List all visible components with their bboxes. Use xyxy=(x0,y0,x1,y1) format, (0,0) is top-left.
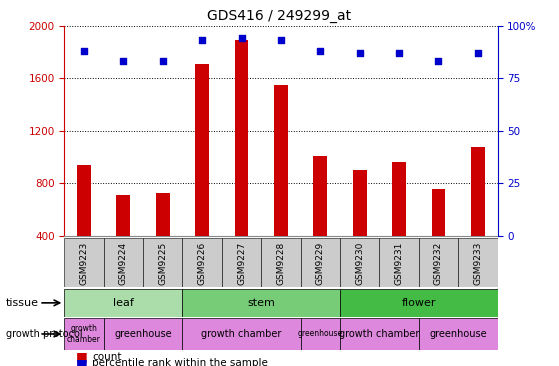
FancyBboxPatch shape xyxy=(103,318,182,350)
Point xyxy=(158,59,167,64)
Text: flower: flower xyxy=(401,298,436,308)
FancyBboxPatch shape xyxy=(182,318,301,350)
Bar xyxy=(274,85,288,236)
FancyBboxPatch shape xyxy=(340,238,380,287)
Text: GSM9232: GSM9232 xyxy=(434,242,443,285)
FancyBboxPatch shape xyxy=(64,318,103,350)
Text: growth
chamber: growth chamber xyxy=(67,324,101,344)
Bar xyxy=(432,189,446,236)
Text: leaf: leaf xyxy=(113,298,134,308)
Point xyxy=(198,37,207,43)
Text: GSM9225: GSM9225 xyxy=(158,242,167,285)
FancyBboxPatch shape xyxy=(261,238,301,287)
Text: GSM9231: GSM9231 xyxy=(395,242,404,285)
Text: percentile rank within the sample: percentile rank within the sample xyxy=(92,358,268,366)
Text: GSM9229: GSM9229 xyxy=(316,242,325,285)
Bar xyxy=(353,170,367,236)
Text: GSM9230: GSM9230 xyxy=(355,242,364,285)
Bar xyxy=(471,147,485,236)
Point xyxy=(395,50,404,56)
Bar xyxy=(116,195,130,236)
Text: GDS416 / 249299_at: GDS416 / 249299_at xyxy=(207,9,352,23)
Text: GSM9227: GSM9227 xyxy=(237,242,246,285)
Text: growth protocol: growth protocol xyxy=(6,329,82,339)
Text: GSM9224: GSM9224 xyxy=(119,242,128,285)
Text: GSM9228: GSM9228 xyxy=(276,242,286,285)
FancyBboxPatch shape xyxy=(182,289,340,317)
FancyBboxPatch shape xyxy=(64,238,103,287)
Text: ■: ■ xyxy=(75,350,87,363)
Point xyxy=(237,36,246,41)
Text: greenhouse: greenhouse xyxy=(114,329,172,339)
FancyBboxPatch shape xyxy=(301,318,340,350)
Bar xyxy=(156,193,169,236)
Point xyxy=(277,37,286,43)
FancyBboxPatch shape xyxy=(419,318,498,350)
Bar xyxy=(195,64,209,236)
Text: GSM9223: GSM9223 xyxy=(79,242,88,285)
Text: GSM9226: GSM9226 xyxy=(198,242,207,285)
FancyBboxPatch shape xyxy=(222,238,261,287)
Point xyxy=(355,50,364,56)
FancyBboxPatch shape xyxy=(419,238,458,287)
Text: count: count xyxy=(92,352,122,362)
FancyBboxPatch shape xyxy=(143,238,182,287)
Text: tissue: tissue xyxy=(6,298,39,308)
FancyBboxPatch shape xyxy=(182,238,222,287)
Bar xyxy=(392,163,406,236)
FancyBboxPatch shape xyxy=(340,289,498,317)
Point xyxy=(473,50,482,56)
Text: stem: stem xyxy=(247,298,275,308)
FancyBboxPatch shape xyxy=(458,238,498,287)
Text: growth chamber: growth chamber xyxy=(339,329,420,339)
FancyBboxPatch shape xyxy=(64,289,182,317)
Bar xyxy=(235,40,248,236)
Bar xyxy=(314,156,327,236)
FancyBboxPatch shape xyxy=(301,238,340,287)
Text: growth chamber: growth chamber xyxy=(201,329,282,339)
Point xyxy=(119,59,128,64)
Text: greenhouse: greenhouse xyxy=(298,329,343,339)
FancyBboxPatch shape xyxy=(380,238,419,287)
Text: greenhouse: greenhouse xyxy=(429,329,487,339)
Text: GSM9233: GSM9233 xyxy=(473,242,482,285)
Bar xyxy=(77,165,91,236)
FancyBboxPatch shape xyxy=(103,238,143,287)
Text: ■: ■ xyxy=(75,356,87,366)
Point xyxy=(316,48,325,54)
FancyBboxPatch shape xyxy=(340,318,419,350)
Point xyxy=(434,59,443,64)
Point xyxy=(79,48,88,54)
